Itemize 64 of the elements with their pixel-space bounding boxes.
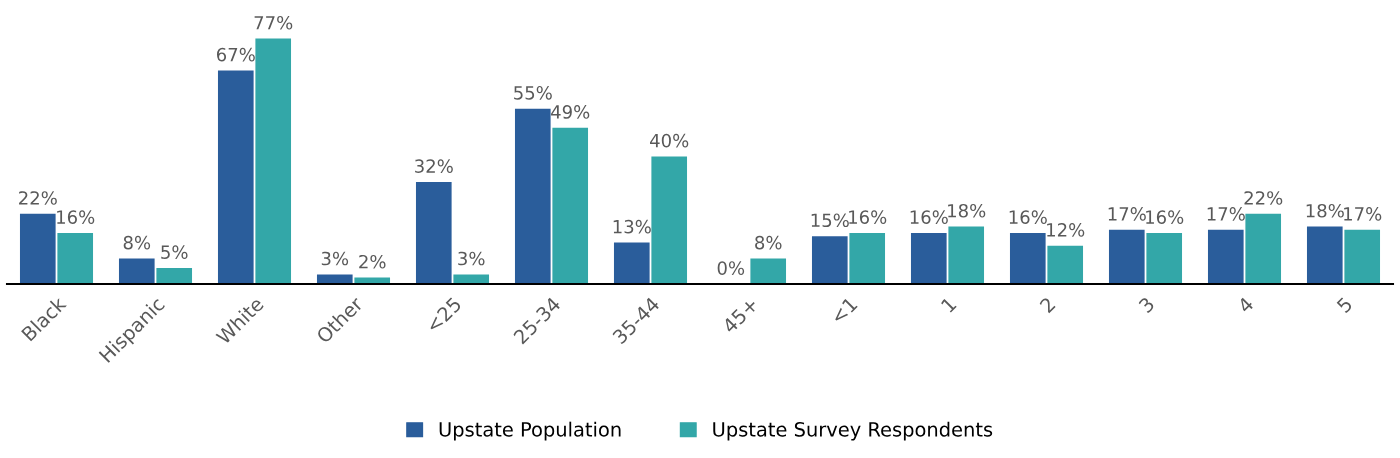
- bar: [1108, 229, 1145, 284]
- data-label: 77%: [254, 15, 293, 30]
- data-label: 12%: [1047, 223, 1085, 237]
- bar: [415, 181, 452, 284]
- bar: [514, 108, 551, 284]
- data-label: 16%: [57, 210, 95, 224]
- data-label: 16%: [1146, 210, 1184, 224]
- legend-label: Upstate Population: [439, 421, 621, 441]
- data-label: 8%: [755, 235, 782, 250]
- bar: [613, 242, 650, 284]
- data-label: 17%: [1108, 207, 1146, 221]
- data-label: 15%: [811, 213, 849, 228]
- data-label: 16%: [849, 210, 887, 224]
- data-label: 2%: [359, 254, 386, 269]
- data-label: 13%: [613, 219, 651, 234]
- data-label: 3%: [458, 251, 485, 266]
- bar: [552, 127, 589, 284]
- bar: [19, 213, 56, 284]
- bar: [217, 70, 254, 284]
- bar: [811, 236, 848, 284]
- x-tick-label: 1: [940, 296, 957, 313]
- data-label: 3%: [321, 251, 349, 266]
- x-tick-label: 2: [1039, 296, 1056, 314]
- data-label: 22%: [1244, 191, 1283, 205]
- data-label: 18%: [948, 203, 986, 218]
- data-label: 40%: [650, 133, 689, 148]
- data-label: 16%: [1009, 210, 1047, 224]
- bar: [316, 274, 353, 284]
- bar: [948, 226, 985, 284]
- data-label: 8%: [123, 235, 151, 250]
- x-tick-label: <25: [425, 296, 462, 334]
- data-label: 17%: [1207, 207, 1245, 221]
- bar: [1207, 229, 1244, 284]
- bar: [750, 258, 787, 284]
- bar: [118, 258, 155, 284]
- bar: [651, 156, 688, 284]
- bar: [453, 274, 490, 284]
- bar: [255, 38, 292, 284]
- data-label: 32%: [415, 159, 453, 173]
- x-tick-label: 5: [1336, 296, 1353, 314]
- data-label: 16%: [910, 210, 948, 224]
- bar: [910, 232, 947, 284]
- data-label: 18%: [1306, 203, 1344, 218]
- x-tick-label: 45+: [721, 296, 759, 335]
- data-label: 67%: [216, 47, 255, 62]
- x-tick-label: 3: [1138, 296, 1156, 314]
- bar: [1245, 213, 1282, 284]
- bar: [849, 232, 886, 284]
- data-label: 0%: [717, 261, 745, 275]
- bar: [1344, 229, 1381, 284]
- bar: [57, 232, 94, 284]
- bar: [1047, 245, 1084, 284]
- bar: [156, 268, 193, 284]
- bar: [1009, 232, 1046, 284]
- legend-label: Upstate Survey Respondents: [713, 421, 993, 441]
- bar: [1146, 232, 1183, 284]
- x-tick-label: <1: [830, 296, 858, 325]
- data-label: 55%: [514, 85, 552, 100]
- data-label: 5%: [161, 245, 188, 259]
- bar: [1306, 226, 1343, 284]
- data-label: 49%: [551, 105, 590, 119]
- x-tick-label: 4: [1236, 296, 1255, 314]
- data-label: 22%: [19, 191, 57, 205]
- data-label: 17%: [1344, 207, 1382, 221]
